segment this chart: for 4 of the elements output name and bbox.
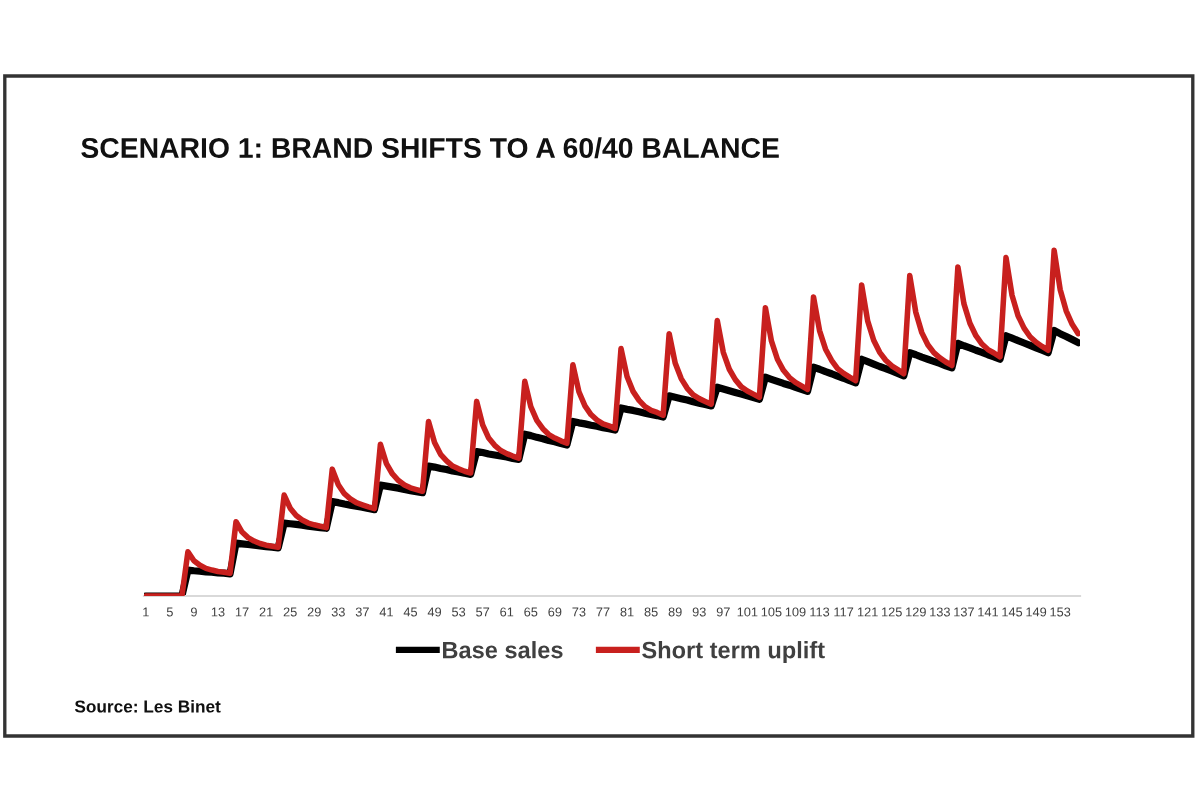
- legend-label: Base sales: [443, 641, 563, 659]
- legend-label: Short term uplift: [642, 641, 825, 664]
- chart-title: SCENARIO 1: BRAND SHIFTS TO A 60/40 BALANCE: [81, 137, 779, 159]
- source-note: Source: Les Binet: [74, 699, 221, 713]
